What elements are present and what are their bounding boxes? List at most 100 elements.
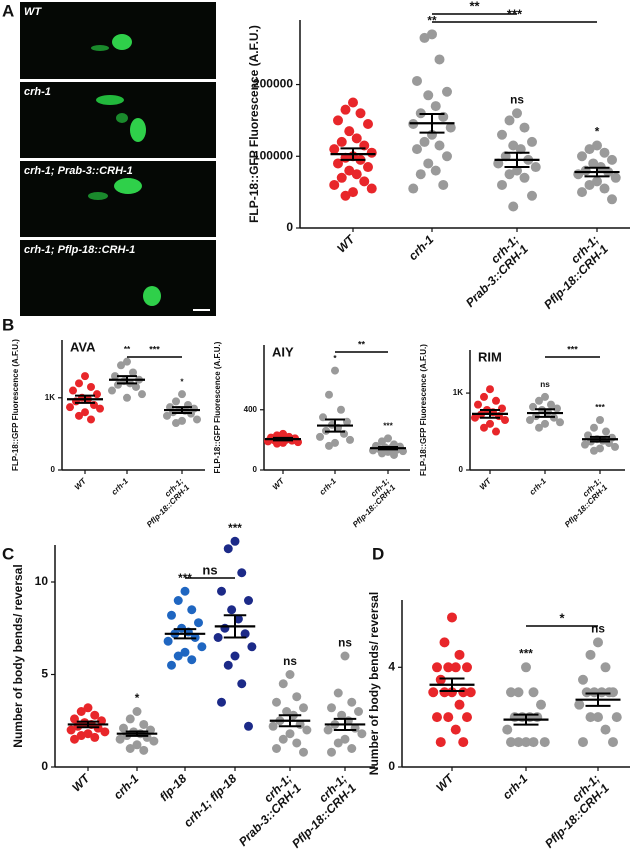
error-bar bbox=[504, 151, 530, 169]
data-point bbox=[97, 716, 106, 726]
image-label: crh-1; Pflp-18::CRH-1 bbox=[24, 244, 135, 256]
data-point bbox=[447, 612, 457, 623]
data-point bbox=[498, 404, 506, 413]
data-point bbox=[336, 172, 347, 183]
data-point bbox=[340, 104, 351, 115]
data-point bbox=[512, 165, 522, 176]
data-point bbox=[530, 162, 541, 173]
data-point bbox=[285, 729, 295, 739]
data-point bbox=[592, 140, 602, 151]
data-point bbox=[390, 450, 398, 459]
data-point bbox=[268, 721, 278, 731]
data-point bbox=[573, 169, 584, 180]
data-point bbox=[93, 390, 101, 399]
data-point bbox=[132, 382, 140, 391]
y-axis-label: Number of body bends/ reversal bbox=[367, 592, 381, 775]
data-point bbox=[480, 423, 488, 432]
significance-label: ns bbox=[283, 654, 297, 668]
x-tick-label: flp-18 bbox=[157, 771, 190, 804]
data-point bbox=[272, 744, 281, 753]
data-point bbox=[590, 423, 598, 432]
data-point bbox=[292, 738, 302, 748]
data-point bbox=[412, 75, 422, 86]
data-point bbox=[178, 390, 186, 399]
data-point bbox=[220, 623, 230, 633]
gfp-signal bbox=[143, 286, 161, 306]
data-point bbox=[292, 692, 302, 702]
data-point bbox=[347, 697, 357, 707]
y-axis-label: FLP-18::GFP Fluorescence (A.F.U.) bbox=[11, 339, 20, 471]
y-tick-label: 1K bbox=[453, 388, 463, 397]
data-point bbox=[180, 647, 190, 657]
significance-label: ns bbox=[338, 636, 352, 650]
data-point bbox=[412, 144, 422, 155]
data-point bbox=[408, 183, 419, 194]
data-point bbox=[434, 140, 445, 151]
data-point bbox=[588, 158, 599, 169]
data-point bbox=[450, 724, 461, 735]
data-point bbox=[129, 368, 137, 377]
data-point bbox=[519, 172, 530, 183]
data-point bbox=[513, 687, 524, 698]
data-point bbox=[327, 747, 336, 757]
data-point bbox=[163, 411, 171, 420]
data-point bbox=[359, 176, 370, 187]
data-point bbox=[592, 176, 602, 187]
y-axis-label: FLP-18::GFP Fluorescence (A.F.U.) bbox=[247, 25, 261, 223]
x-tick-label: WT bbox=[478, 476, 494, 492]
data-point bbox=[81, 408, 89, 417]
data-point bbox=[599, 183, 610, 194]
data-point bbox=[419, 136, 430, 147]
data-point bbox=[87, 415, 95, 424]
data-point bbox=[585, 712, 596, 723]
x-tick-label: WT bbox=[433, 770, 457, 794]
data-point bbox=[337, 405, 345, 414]
data-point bbox=[76, 707, 86, 716]
data-point bbox=[439, 687, 450, 698]
data-point bbox=[333, 115, 343, 126]
significance-label: ** bbox=[124, 345, 131, 354]
y-tick-label: 10 bbox=[35, 574, 49, 588]
data-point bbox=[378, 437, 386, 446]
significance-label: * bbox=[333, 354, 337, 363]
data-point bbox=[66, 403, 74, 412]
gfp-signal bbox=[130, 118, 146, 142]
data-point bbox=[432, 712, 442, 723]
data-point bbox=[278, 734, 288, 744]
data-point bbox=[194, 618, 203, 628]
data-point bbox=[123, 357, 131, 366]
data-point bbox=[521, 737, 531, 748]
data-point bbox=[454, 699, 465, 710]
error-bar bbox=[76, 720, 100, 729]
data-point bbox=[336, 136, 347, 147]
data-point bbox=[167, 660, 176, 670]
chart-title: AIY bbox=[272, 344, 294, 359]
data-point bbox=[434, 54, 445, 65]
data-point bbox=[574, 699, 585, 710]
y-axis-label: FLP-18::GFP Fluorescence (A.F.U.) bbox=[213, 341, 222, 473]
data-point bbox=[541, 392, 549, 401]
data-point bbox=[596, 444, 604, 453]
panel-label: B bbox=[2, 315, 14, 334]
significance-label: * bbox=[595, 125, 600, 139]
error-bar bbox=[125, 730, 149, 737]
data-point bbox=[366, 147, 377, 158]
data-point bbox=[247, 642, 257, 652]
data-point bbox=[599, 147, 610, 158]
data-point bbox=[415, 169, 426, 180]
chart-title: RIM bbox=[478, 349, 502, 364]
x-tick-label: WT bbox=[69, 770, 93, 794]
error-bar bbox=[223, 614, 247, 639]
significance-label: * bbox=[180, 377, 184, 386]
data-point bbox=[515, 144, 526, 155]
data-point bbox=[96, 404, 104, 413]
significance-label: *** bbox=[383, 422, 393, 431]
data-point bbox=[423, 158, 434, 169]
significance-label: *** bbox=[595, 403, 605, 412]
significance-label: *** bbox=[519, 646, 533, 660]
y-axis-label: FLP-18::GFP Fluorescence (A.F.U.) bbox=[419, 344, 428, 476]
significance-label: ** bbox=[427, 13, 437, 27]
y-tick-label: 0 bbox=[41, 759, 48, 773]
error-bar bbox=[584, 166, 610, 178]
